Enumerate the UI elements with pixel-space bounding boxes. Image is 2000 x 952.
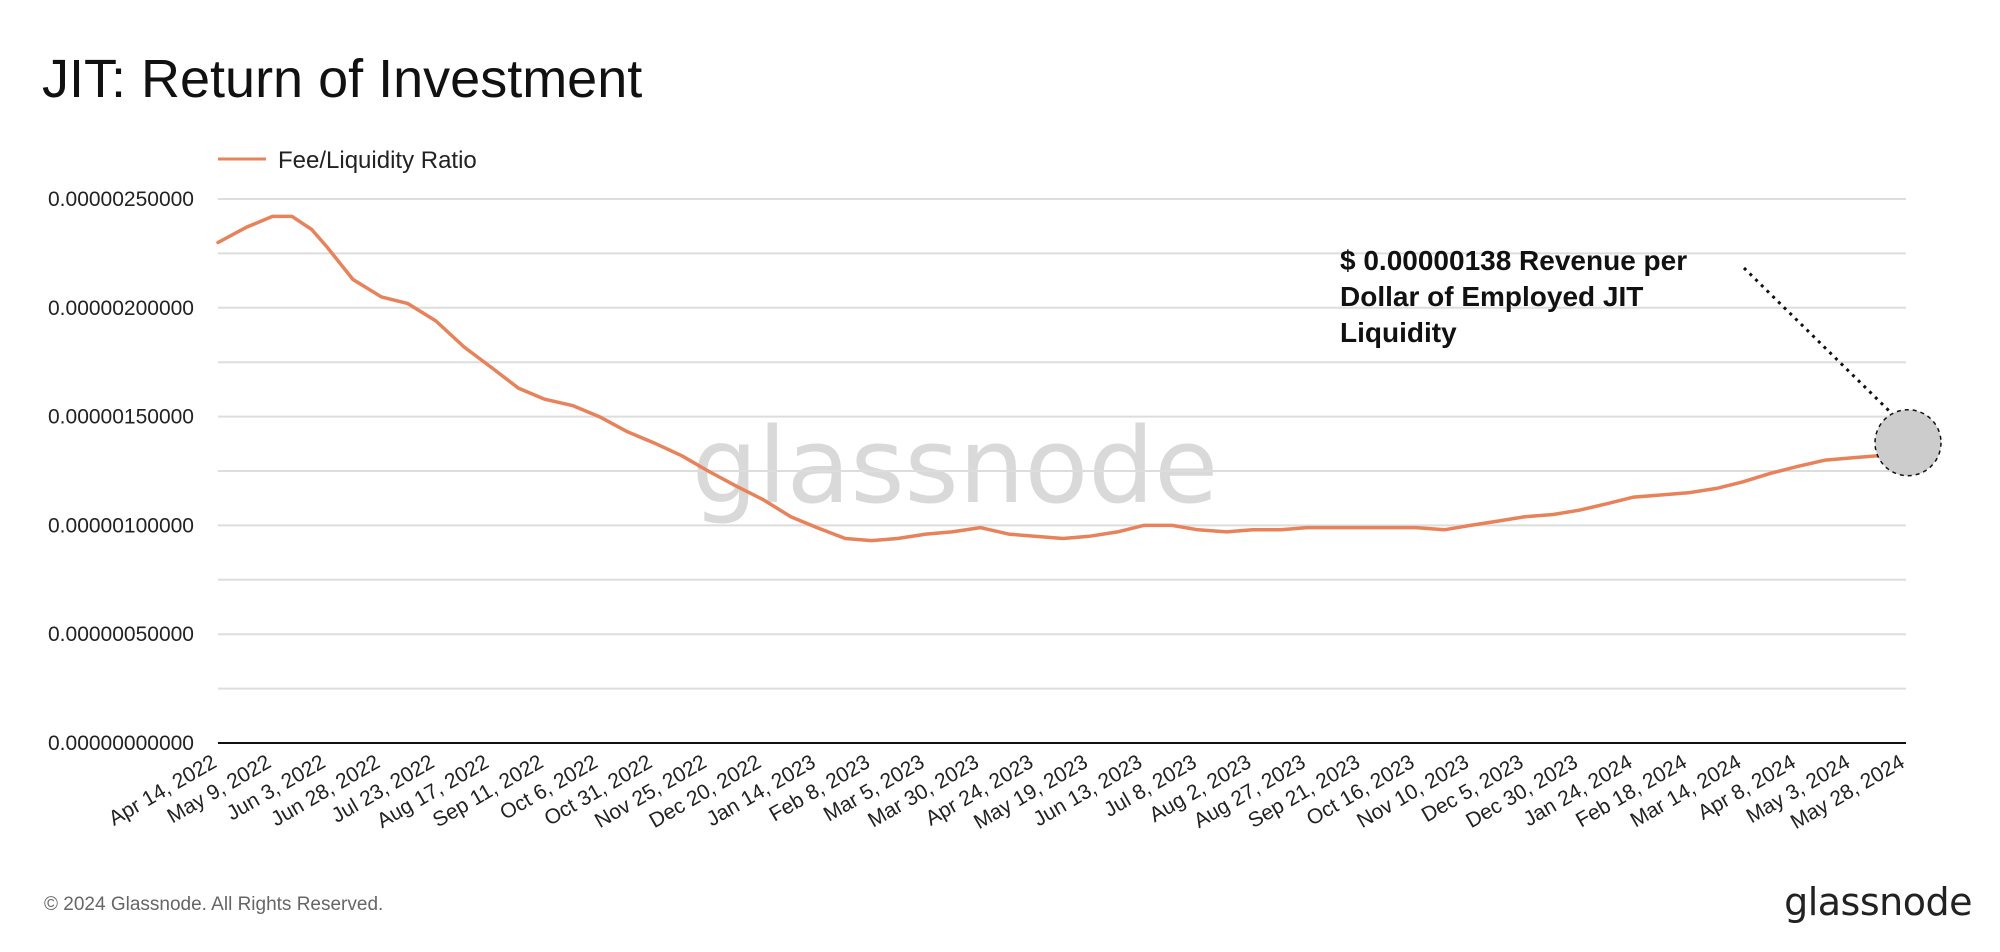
series-point <box>1197 529 1199 531</box>
copyright-text: © 2024 Glassnode. All Rights Reserved. <box>44 894 384 915</box>
series-point <box>1088 535 1090 538</box>
series-line-fee-liquidity-ratio <box>216 214 1908 543</box>
series-point <box>1552 513 1554 516</box>
series-point <box>1034 535 1036 538</box>
annotation-leader-line <box>1742 266 1894 415</box>
series-point <box>1171 524 1173 527</box>
series-point <box>517 387 520 390</box>
series-point <box>1334 526 1337 529</box>
series-point <box>896 537 899 540</box>
series-point <box>543 398 546 401</box>
y-tick-label: 0.00000000000 <box>48 732 194 755</box>
watermark: glassnode <box>692 405 1219 527</box>
y-tick-label: 0.00000100000 <box>48 514 194 537</box>
series-point <box>790 515 792 518</box>
series-point <box>245 226 248 229</box>
y-tick-label: 0.00000200000 <box>48 297 194 320</box>
series-point <box>1661 494 1663 496</box>
series-point <box>652 441 655 444</box>
series-point <box>1578 509 1581 512</box>
series-point <box>1796 465 1798 468</box>
y-tick-label: 0.00000050000 <box>48 623 194 646</box>
series-point <box>326 246 328 248</box>
series-point <box>406 302 409 305</box>
series-point <box>1062 537 1064 540</box>
series-point <box>626 431 629 433</box>
y-tick-label: 0.00000150000 <box>48 406 194 429</box>
series-point <box>925 533 927 535</box>
series-point <box>291 215 293 218</box>
series-point <box>1142 524 1145 527</box>
series-point <box>1715 487 1718 490</box>
series-point <box>1606 502 1609 505</box>
series-point <box>435 320 437 322</box>
series-point <box>735 485 738 488</box>
series-point <box>979 526 982 529</box>
series-point <box>1824 459 1827 461</box>
grid-lines <box>218 198 1906 690</box>
series-point <box>707 470 709 472</box>
series-point <box>1251 529 1254 531</box>
series-point <box>951 531 953 533</box>
highlight-circle <box>1874 408 1942 477</box>
series-point <box>761 498 764 501</box>
series-point <box>463 346 465 348</box>
y-tick-label: 0.00000250000 <box>48 188 194 211</box>
series-point <box>681 455 683 457</box>
series-point <box>1524 515 1526 518</box>
series-point <box>1469 524 1472 527</box>
series-point <box>870 539 873 542</box>
series-point <box>1415 526 1417 529</box>
annotation-line-1: $ 0.00000138 Revenue per <box>1340 245 1687 276</box>
series-point <box>1389 526 1391 529</box>
series-point <box>1225 531 1228 533</box>
series-point <box>1116 531 1119 533</box>
series-point <box>1007 533 1010 535</box>
legend-label-fee-liquidity-ratio: Fee/Liquidity Ratio <box>278 147 477 174</box>
series-point <box>816 526 818 529</box>
series-point <box>1497 520 1500 522</box>
series-point <box>1632 496 1635 498</box>
series-point <box>310 228 313 231</box>
series-point <box>598 415 600 418</box>
annotation-line-3: Liquidity <box>1340 317 1457 348</box>
y-axis-ticks: 0.00000000000 0.00000050000 0.00000100000 0… <box>48 188 194 755</box>
series-point <box>271 215 274 218</box>
series-point <box>1770 472 1772 475</box>
page-title: JIT: Return of Investment <box>42 49 643 109</box>
series-point <box>380 296 383 298</box>
series-point <box>1850 457 1853 459</box>
series-point <box>1687 492 1689 494</box>
series-point <box>1280 529 1282 531</box>
legend[interactable]: Fee/Liquidity Ratio <box>218 147 477 174</box>
annotation-line-2: Dollar of Employed JIT <box>1340 281 1643 312</box>
series-point <box>844 537 847 540</box>
glassnode-logo[interactable]: glassnode <box>1784 880 1972 924</box>
series-point <box>1360 526 1363 529</box>
series-point <box>572 404 574 407</box>
series-points <box>217 215 1907 542</box>
series-point <box>489 365 492 368</box>
series-point <box>217 241 219 244</box>
series-point <box>1741 481 1744 483</box>
series-point <box>352 278 354 281</box>
series-point <box>1306 526 1308 529</box>
series-point <box>1443 529 1446 531</box>
